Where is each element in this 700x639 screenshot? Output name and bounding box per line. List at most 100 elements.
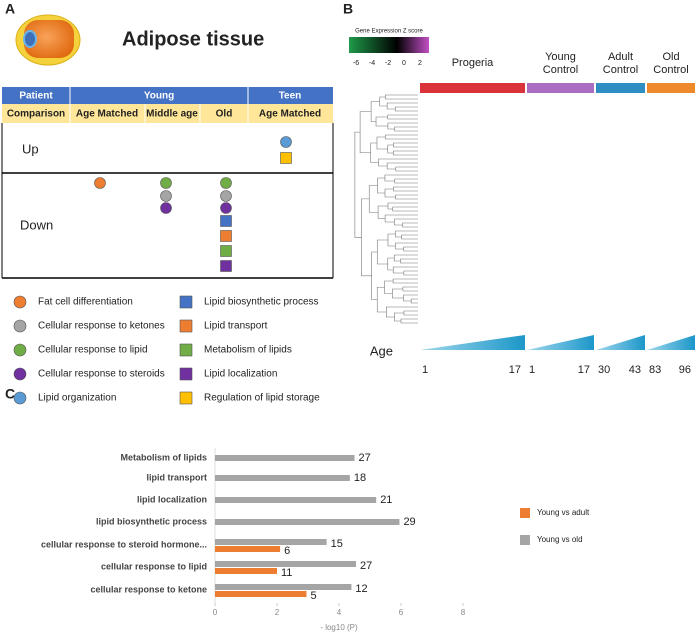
- colorbar: [349, 37, 429, 53]
- table-frame: [1, 87, 334, 279]
- dendro-branch: [395, 166, 418, 172]
- dendro-branch: [393, 186, 418, 192]
- group-bar: [527, 83, 594, 93]
- dendro-branch: [402, 286, 418, 292]
- icon: [13, 367, 27, 381]
- dendro-branch: [392, 278, 418, 284]
- legend-label: Lipid localization: [204, 369, 277, 380]
- icon: [179, 343, 193, 357]
- dendro-branch: [376, 136, 388, 150]
- dendro-branch: [387, 114, 418, 120]
- dendro-branch: [394, 218, 418, 226]
- age-start: 1: [529, 364, 535, 376]
- dendro-branch: [410, 298, 418, 304]
- dendro-branch: [394, 106, 418, 112]
- table-header: Teen: [279, 91, 302, 102]
- count-label: 27: [359, 452, 371, 464]
- count-label: 11: [281, 567, 292, 579]
- dendro-branch: [386, 102, 418, 110]
- icon: [220, 215, 232, 227]
- bar: [215, 455, 355, 461]
- icon: [179, 367, 193, 381]
- icon: [220, 245, 232, 257]
- count-label: 21: [380, 494, 392, 506]
- legend-label: Cellular response to ketones: [38, 321, 165, 332]
- x-tick-label: 6: [399, 608, 404, 617]
- age-start: 1: [422, 364, 428, 376]
- icon: [179, 295, 193, 309]
- dendro-branch: [393, 254, 418, 262]
- dendro-branch: [385, 94, 418, 100]
- legend-label: Young vs adult: [537, 508, 590, 517]
- dendro-branch: [394, 178, 418, 184]
- row-label: Up: [22, 141, 39, 156]
- bar: [215, 497, 377, 503]
- bar: [215, 568, 277, 574]
- legend-label: Lipid biosynthetic process: [204, 297, 319, 308]
- icon: [220, 190, 232, 202]
- group-bar: [596, 83, 645, 93]
- cell-icon: [15, 14, 81, 66]
- dendro-branch: [395, 194, 418, 200]
- dendro-branch: [401, 234, 418, 240]
- count-label: 29: [403, 516, 415, 528]
- category-label: lipid localization: [137, 494, 207, 504]
- age-start: 30: [598, 364, 610, 376]
- icon: [179, 319, 193, 333]
- legend-label: Regulation of lipid storage: [204, 393, 320, 404]
- dendro-branch: [392, 266, 418, 274]
- group-bar: [420, 83, 525, 93]
- bar: [215, 475, 350, 481]
- colorbar-tick: -6: [353, 60, 359, 67]
- dendro-branch: [387, 144, 394, 154]
- age-triangle: [527, 335, 594, 350]
- x-tick-label: 2: [275, 608, 280, 617]
- legend-label: Metabolism of lipids: [204, 345, 292, 356]
- legend-label: Cellular response to lipid: [38, 345, 148, 356]
- x-tick-label: 8: [461, 608, 466, 617]
- legend-label: Fat cell differentiation: [38, 297, 133, 308]
- panel-label: A: [5, 1, 15, 17]
- count-label: 12: [355, 583, 367, 595]
- colorbar-tick: -4: [369, 60, 375, 67]
- dendro-branch: [403, 294, 418, 302]
- icon: [160, 177, 172, 189]
- age-end: 17: [509, 364, 521, 376]
- group-label: Young Control: [543, 51, 578, 76]
- dendro-branch: [354, 131, 362, 238]
- dendro-branch: [403, 270, 418, 276]
- bar: [215, 561, 357, 567]
- dendro-branch: [384, 280, 394, 294]
- category-label: lipid transport: [147, 472, 208, 482]
- icon: [220, 202, 232, 214]
- dendro-branch: [376, 239, 388, 265]
- x-tick-label: 0: [213, 608, 218, 617]
- colorbar-tick: 0: [402, 60, 406, 67]
- icon: [179, 391, 193, 405]
- dendro-branch: [400, 258, 418, 264]
- dendro-branch: [392, 206, 418, 212]
- legend-label: Lipid organization: [38, 393, 116, 404]
- count-label: 18: [354, 472, 366, 484]
- colorbar-title: Gene Expression Z score: [355, 29, 423, 35]
- icon: [220, 260, 232, 272]
- count-label: 6: [284, 545, 290, 557]
- legend-label: Lipid transport: [204, 321, 268, 332]
- bar: [215, 591, 307, 597]
- bar: [215, 546, 281, 552]
- legend-label: Young vs old: [537, 535, 583, 544]
- dendro-branch: [370, 101, 380, 122]
- dendro-branch: [378, 158, 418, 167]
- icon: [94, 177, 106, 189]
- dendro-branch: [385, 306, 418, 318]
- category-label: cellular response to lipid: [101, 561, 207, 571]
- dendro-branch: [394, 312, 404, 322]
- table-header: Patient: [19, 91, 53, 102]
- dendro-branch: [392, 288, 404, 299]
- dendro-branch: [384, 174, 418, 182]
- dendro-branch: [394, 126, 418, 132]
- icon: [13, 295, 27, 309]
- x-axis-title: - log10 (P): [320, 623, 358, 632]
- dendrogram: [354, 94, 418, 324]
- tissue-title: Adipose tissue: [122, 28, 264, 50]
